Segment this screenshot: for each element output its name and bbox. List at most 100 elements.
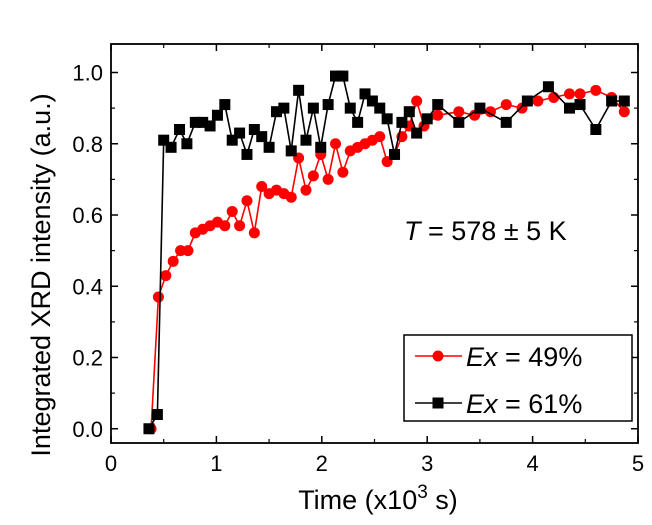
- data-point: [315, 141, 327, 153]
- data-point: [270, 106, 282, 118]
- data-point: [563, 88, 575, 100]
- y-tick-label: 0.4: [72, 274, 103, 299]
- data-point: [352, 116, 364, 128]
- data-point: [590, 84, 602, 96]
- data-point: [500, 116, 512, 128]
- data-point: [574, 88, 586, 100]
- data-point: [618, 95, 630, 107]
- data-point: [278, 102, 290, 114]
- data-point: [300, 134, 312, 146]
- data-point: [204, 120, 216, 132]
- x-tick-label: 4: [526, 451, 538, 476]
- data-point: [256, 181, 268, 192]
- data-point: [521, 95, 533, 107]
- data-point: [453, 106, 465, 118]
- data-point: [432, 109, 444, 121]
- data-point: [374, 131, 386, 143]
- data-point: [322, 99, 334, 111]
- data-point: [181, 138, 193, 150]
- x-tick-label: 5: [632, 451, 644, 476]
- data-point: [403, 106, 415, 118]
- data-point: [359, 88, 371, 100]
- data-point: [374, 102, 386, 114]
- data-point: [411, 95, 423, 107]
- data-point: [189, 116, 201, 128]
- x-axis-label: Time (x103 s): [298, 482, 458, 515]
- data-point: [167, 255, 179, 267]
- data-point: [241, 195, 253, 207]
- data-point: [197, 116, 209, 128]
- data-point: [263, 141, 275, 153]
- x-tick-label: 2: [316, 451, 328, 476]
- data-point: [158, 134, 170, 146]
- series-ex61: [143, 70, 630, 435]
- y-tick-label: 0.6: [72, 203, 103, 228]
- data-point: [590, 124, 602, 135]
- legend-entry-ex61: Ex = 61%: [415, 389, 582, 419]
- data-point: [421, 113, 433, 125]
- data-point: [226, 134, 238, 146]
- data-point: [234, 220, 246, 232]
- data-point: [474, 102, 486, 114]
- legend-marker-ex49: [432, 350, 444, 362]
- y-tick-label: 0.0: [72, 417, 103, 442]
- data-point: [160, 270, 172, 282]
- x-tick-label: 3: [421, 451, 433, 476]
- data-point: [322, 173, 334, 185]
- data-point: [337, 166, 349, 178]
- y-axis-label: Integrated XRD intensity (a.u.): [26, 93, 56, 456]
- temperature-symbol: T: [404, 216, 423, 246]
- legend-var-ex49: Ex: [466, 342, 499, 372]
- legend-marker-ex61: [432, 397, 444, 409]
- data-point: [307, 170, 319, 182]
- y-tick-label: 1.0: [72, 61, 103, 86]
- data-point: [143, 423, 155, 435]
- data-point: [330, 70, 342, 82]
- legend-var-ex61: Ex: [466, 389, 499, 419]
- data-point: [226, 205, 238, 217]
- data-point: [234, 127, 246, 139]
- data-point: [211, 109, 223, 121]
- data-point: [165, 141, 177, 153]
- legend-text-ex49: = 49%: [498, 342, 583, 372]
- x-axis-label-sup: 3: [417, 482, 428, 503]
- data-point: [152, 291, 164, 303]
- data-point: [389, 148, 401, 160]
- data-point: [532, 95, 544, 107]
- temperature-value: = 578 ± 5 K: [421, 216, 567, 246]
- data-point: [182, 245, 194, 257]
- data-point: [248, 124, 260, 135]
- data-point: [256, 131, 268, 143]
- legend-label-ex49: Ex = 49%: [466, 342, 582, 372]
- data-point: [500, 99, 512, 111]
- temperature-annotation: T = 578 ± 5 K: [404, 216, 567, 246]
- data-point: [542, 81, 554, 93]
- series-layer: [143, 70, 630, 435]
- data-point: [396, 116, 408, 128]
- y-tick-label: 0.8: [72, 132, 103, 157]
- data-point: [563, 102, 575, 114]
- data-point: [293, 84, 305, 96]
- data-point: [285, 191, 297, 203]
- data-point: [241, 148, 253, 160]
- data-point: [337, 70, 349, 82]
- data-point: [330, 138, 342, 150]
- x-tick-label: 0: [105, 451, 117, 476]
- legend-text-ex61: = 61%: [498, 389, 583, 419]
- data-point: [285, 145, 297, 157]
- data-point: [219, 99, 231, 111]
- data-point: [366, 95, 378, 107]
- data-point: [219, 220, 231, 232]
- x-tick-label: 1: [210, 451, 222, 476]
- data-point: [344, 102, 356, 114]
- data-point: [411, 127, 423, 139]
- ticks: 0 1 2 3 4 5 0.0 0.2 0.4 0.6 0.8 1.0: [72, 44, 644, 476]
- legend: Ex = 49% Ex = 61%: [403, 334, 633, 422]
- data-point: [606, 95, 618, 107]
- data-point: [453, 116, 465, 128]
- data-point: [248, 227, 260, 239]
- data-point: [432, 99, 444, 111]
- data-point: [307, 102, 319, 114]
- data-point: [174, 124, 186, 135]
